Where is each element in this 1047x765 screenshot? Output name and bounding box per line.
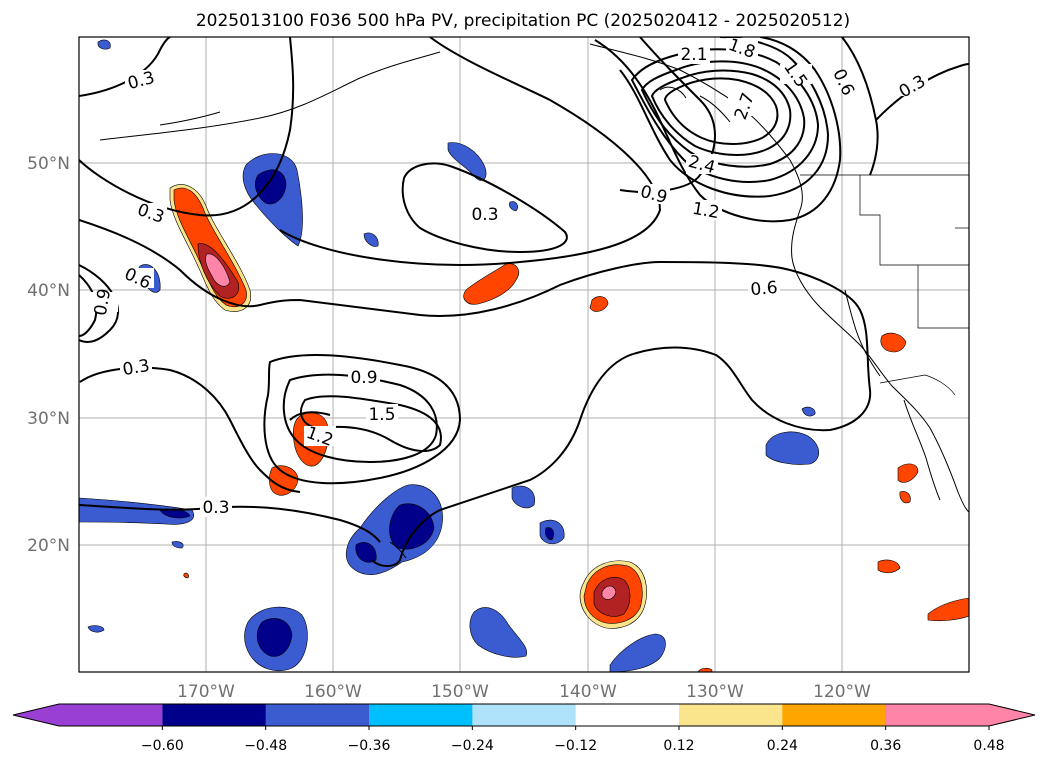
- contour-label: 2.1: [680, 45, 707, 65]
- precip-area: [79, 497, 194, 525]
- contour-line: [289, 411, 331, 421]
- precip-area: [897, 463, 919, 483]
- precip-area: [205, 253, 231, 287]
- contour-line: [640, 60, 806, 168]
- map-panel: 0.3 0.3 0.3 0.3 0.3 0.3 0.6 0.6 0.6 0.9 …: [79, 37, 969, 672]
- colorbar-tick-label: −0.36: [348, 738, 391, 754]
- precip-area: [697, 667, 713, 672]
- lon-label: 170°W: [177, 682, 235, 702]
- contour-line: [594, 37, 842, 223]
- precip-area: [97, 39, 111, 50]
- precip-area: [801, 406, 816, 417]
- colorbar-extend-min: [13, 704, 163, 726]
- precip-area: [87, 625, 105, 633]
- precip-area: [899, 491, 911, 504]
- contour-line: [279, 37, 662, 266]
- colorbar-segment: [782, 704, 887, 726]
- lat-label: 50°N: [27, 154, 70, 174]
- contour-line: [79, 37, 295, 217]
- precip-area: [609, 633, 666, 672]
- precip-area: [256, 618, 293, 657]
- colorbar-tick-label: −0.48: [244, 738, 287, 754]
- contour-label: 0.3: [121, 356, 151, 380]
- colorbar-tick-label: −0.12: [554, 738, 597, 754]
- contour-line: [79, 504, 381, 543]
- precip-area: [363, 232, 379, 247]
- precip-area: [877, 559, 901, 574]
- precip-area: [183, 572, 189, 579]
- contour-line: [79, 264, 119, 343]
- precip-area: [389, 503, 435, 550]
- lat-label: 20°N: [27, 536, 70, 556]
- precip-area: [254, 169, 287, 205]
- colorbar-segment: [162, 704, 267, 726]
- colorbar-segment: [679, 704, 783, 726]
- contour-line: [401, 162, 568, 254]
- colorbar-tick-label: −0.60: [141, 738, 184, 754]
- colorbar-tick-label: −0.24: [451, 738, 494, 754]
- contour-line: [650, 69, 792, 156]
- contour-line: [875, 63, 969, 121]
- precip-area: [269, 465, 299, 496]
- precip-area: [463, 263, 519, 305]
- borders: [800, 174, 969, 396]
- colorbar-segment: [575, 704, 680, 726]
- colorbar-tick-label: 0.24: [767, 738, 798, 754]
- precip-positive-areas: [169, 184, 969, 672]
- contour-line: [263, 353, 462, 485]
- precip-area: [589, 296, 609, 312]
- contour-line: [79, 274, 98, 337]
- lon-label: 150°W: [431, 682, 489, 702]
- precip-area: [765, 431, 820, 465]
- lon-label: 130°W: [686, 682, 744, 702]
- contour-line: [79, 37, 171, 97]
- lon-label: 140°W: [559, 682, 617, 702]
- colorbar-tick-label: 0.12: [663, 738, 694, 754]
- figure-title: 2025013100 F036 500 hPa PV, precipitatio…: [196, 11, 850, 31]
- precip-area: [509, 201, 518, 212]
- colorbar-extend-max: [885, 704, 1035, 726]
- lon-label: 160°W: [304, 682, 362, 702]
- colorbar-segment: [265, 704, 370, 726]
- lon-label: 120°W: [813, 682, 871, 702]
- contour-line: [663, 77, 779, 145]
- precip-area: [469, 607, 528, 658]
- precip-area: [880, 332, 907, 353]
- colorbar-segment: [369, 704, 473, 726]
- colorbar-tick-label: 0.48: [973, 738, 1004, 754]
- contour-label: 0.9: [350, 368, 377, 388]
- lat-label: 30°N: [27, 409, 70, 429]
- lat-axis-labels: 50°N 40°N 30°N 20°N: [27, 154, 70, 556]
- contour-label: 1.2: [691, 199, 721, 223]
- colorbar-tick-label: 0.36: [870, 738, 901, 754]
- lat-label: 40°N: [27, 281, 70, 301]
- contour-labels: 0.3 0.3 0.3 0.3 0.3 0.3 0.6 0.6 0.6 0.9 …: [86, 37, 929, 518]
- precip-area: [355, 542, 377, 563]
- map-frame: [78, 36, 970, 673]
- colorbar-outline: [12, 703, 1036, 727]
- colorbar-segment: [472, 704, 577, 726]
- precip-area: [171, 541, 184, 549]
- contour-label: 0.3: [202, 498, 229, 518]
- contour-label: 0.9: [91, 287, 115, 317]
- contour-line: [619, 37, 830, 198]
- contour-label: 1.5: [368, 405, 395, 425]
- precip-area: [511, 485, 535, 509]
- contour-label: 0.6: [750, 278, 779, 300]
- precip-area: [927, 597, 969, 622]
- colorbar: −0.60 −0.48 −0.36 −0.24 −0.12 0.12 0.24 0.36 0.4…: [12, 703, 1036, 754]
- precip-area: [545, 527, 554, 541]
- precip-area: [601, 585, 617, 600]
- lon-axis-labels: 170°W 160°W 150°W 140°W 130°W 120°W: [177, 682, 871, 702]
- contour-line: [79, 219, 872, 567]
- contour-label: 0.3: [471, 205, 498, 225]
- precip-negative-areas: [79, 39, 820, 672]
